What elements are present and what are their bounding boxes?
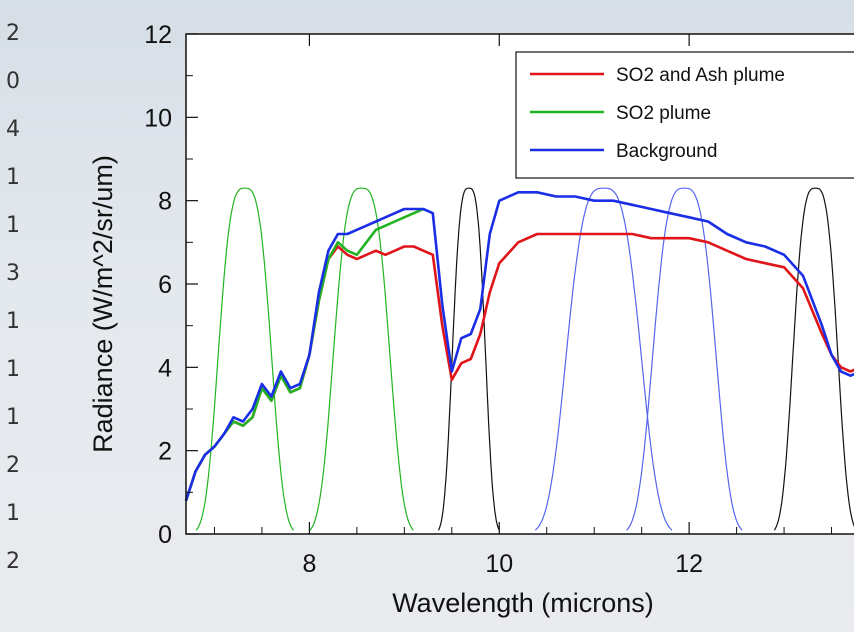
legend: SO2 and Ash plume SO2 plume Background	[515, 51, 854, 179]
response-curve	[195, 187, 294, 531]
left-edge-glyph: 0	[6, 69, 20, 94]
y-tick-label: 6	[158, 271, 172, 299]
left-edge-glyph: 4	[6, 117, 20, 142]
left-edge-glyph: 3	[6, 261, 20, 286]
y-tick-label: 8	[158, 188, 172, 216]
x-tick-label: 10	[485, 550, 513, 578]
left-edge-glyph: 1	[6, 309, 20, 334]
left-edge-glyph: 1	[6, 165, 20, 190]
x-tick-label: 12	[675, 550, 703, 578]
response-curve	[626, 187, 743, 531]
left-edge-glyph: 2	[6, 549, 20, 574]
response-curves	[195, 187, 854, 531]
y-tick-label: 12	[144, 21, 172, 49]
left-edge-glyph: 2	[6, 21, 20, 46]
left-edge-glyph: 2	[6, 453, 20, 478]
y-tick-label: 2	[158, 438, 172, 466]
axis-ticks	[186, 33, 833, 535]
y-axis-title: Radiance (W/m^2/sr/um)	[88, 155, 118, 453]
left-edge-text-strip: 2 0 4 1 1 3 1 1 1 2 1 2	[6, 21, 20, 574]
left-edge-glyph: 1	[6, 357, 20, 382]
left-edge-glyph: 1	[6, 213, 20, 238]
legend-label: Background	[616, 141, 717, 162]
response-curve	[437, 187, 500, 531]
response-curve	[534, 187, 673, 531]
legend-label: SO2 and Ash plume	[616, 65, 785, 86]
y-tick-label: 0	[158, 521, 172, 549]
legend-items: SO2 and Ash plume SO2 plume Background	[530, 65, 785, 162]
y-tick-label: 10	[144, 104, 172, 132]
response-curve	[773, 187, 854, 531]
tick-labels: 0 2 4 6 8 10 12 8 10 12	[144, 21, 703, 578]
x-axis-title: Wavelength (microns)	[392, 588, 654, 618]
legend-label: SO2 plume	[616, 103, 711, 124]
left-edge-glyph: 1	[6, 405, 20, 430]
x-tick-label: 8	[302, 550, 316, 578]
series-lines	[184, 191, 854, 502]
series-line	[184, 191, 854, 502]
left-edge-glyph: 1	[6, 501, 20, 526]
y-tick-label: 4	[158, 354, 172, 382]
response-curve	[309, 187, 414, 531]
